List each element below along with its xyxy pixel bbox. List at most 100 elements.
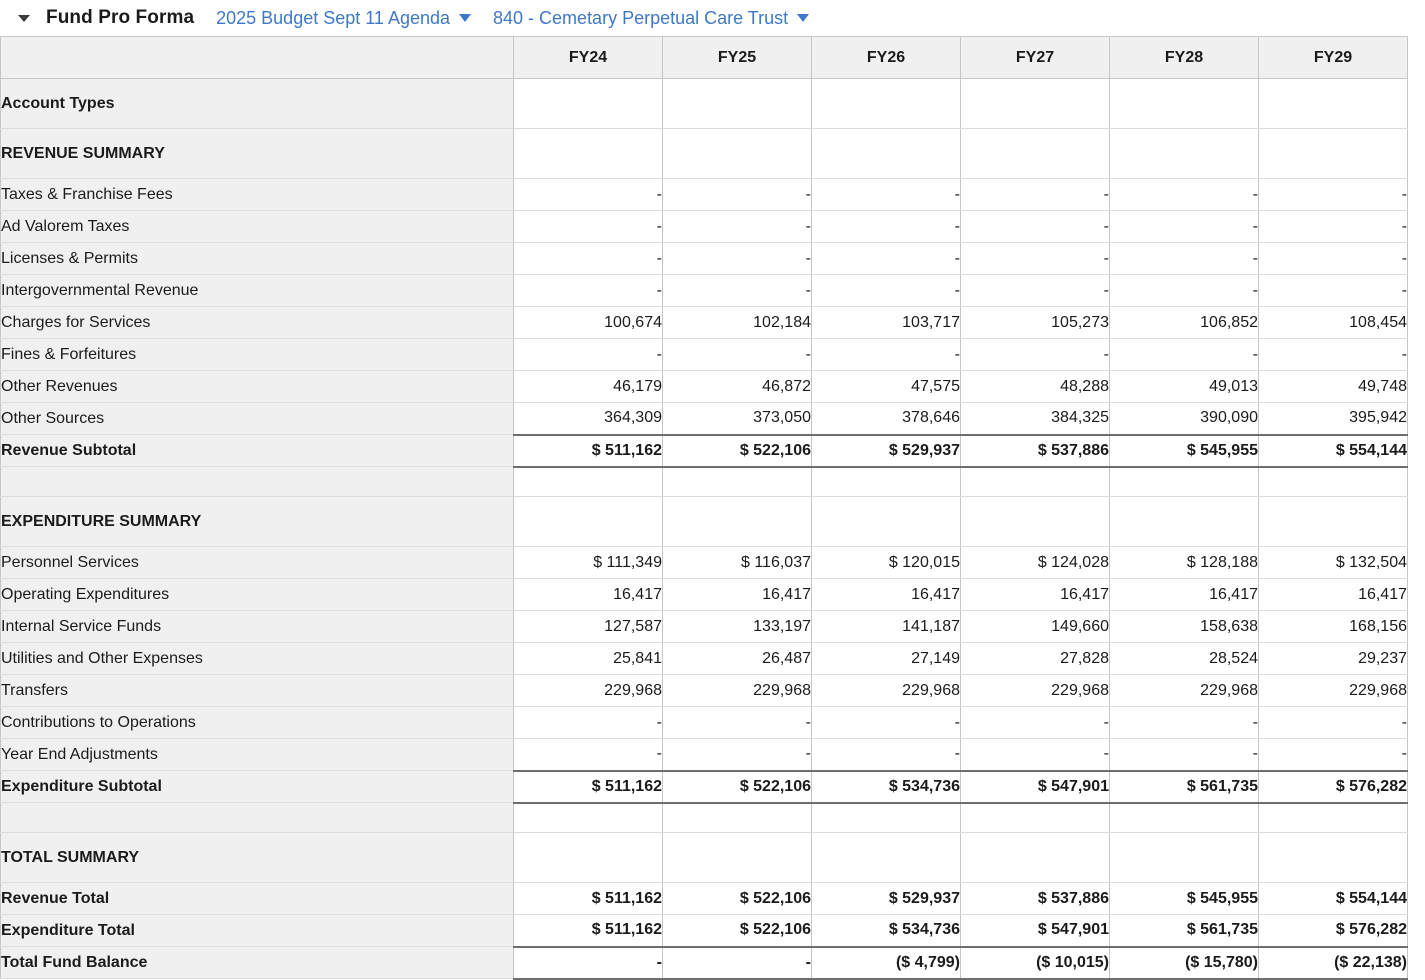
cell-fy26[interactable]: - [811, 242, 961, 275]
cell-fy27[interactable]: - [960, 338, 1110, 371]
cell-fy29[interactable] [1258, 496, 1408, 547]
cell-fy28[interactable]: $ 128,188 [1109, 546, 1259, 579]
cell-fy29[interactable] [1258, 128, 1408, 179]
cell-fy28[interactable]: ($ 15,780) [1109, 945, 1259, 980]
cell-fy28[interactable]: - [1109, 178, 1259, 211]
cell-fy24[interactable]: - [513, 274, 663, 307]
cell-fy24[interactable] [513, 802, 663, 833]
cell-fy28[interactable]: 106,852 [1109, 306, 1259, 339]
cell-fy27[interactable]: 27,828 [960, 642, 1110, 675]
cell-fy25[interactable]: $ 522,106 [662, 914, 812, 947]
cell-fy29[interactable] [1258, 832, 1408, 883]
cell-fy28[interactable]: - [1109, 242, 1259, 275]
cell-fy26[interactable]: 27,149 [811, 642, 961, 675]
cell-fy24[interactable]: $ 511,162 [513, 914, 663, 947]
cell-fy25[interactable]: - [662, 738, 812, 771]
cell-fy27[interactable] [960, 496, 1110, 547]
cell-fy27[interactable]: $ 537,886 [960, 433, 1110, 468]
cell-fy28[interactable]: - [1109, 338, 1259, 371]
cell-fy26[interactable] [811, 832, 961, 883]
column-header-fy25[interactable]: FY25 [662, 36, 812, 79]
cell-fy29[interactable]: 229,968 [1258, 674, 1408, 707]
cell-fy29[interactable] [1258, 78, 1408, 129]
cell-fy24[interactable]: - [513, 738, 663, 771]
cell-fy25[interactable]: 16,417 [662, 578, 812, 611]
cell-fy24[interactable]: $ 511,162 [513, 882, 663, 915]
cell-fy24[interactable]: $ 511,162 [513, 769, 663, 804]
cell-fy27[interactable]: - [960, 242, 1110, 275]
cell-fy27[interactable] [960, 128, 1110, 179]
cell-fy29[interactable]: 168,156 [1258, 610, 1408, 643]
cell-fy24[interactable]: 16,417 [513, 578, 663, 611]
cell-fy26[interactable]: $ 529,937 [811, 882, 961, 915]
cell-fy26[interactable]: $ 120,015 [811, 546, 961, 579]
cell-fy26[interactable]: 47,575 [811, 370, 961, 403]
cell-fy27[interactable]: - [960, 274, 1110, 307]
cell-fy27[interactable]: - [960, 178, 1110, 211]
cell-fy25[interactable]: - [662, 242, 812, 275]
cell-fy24[interactable]: - [513, 945, 663, 980]
chevron-down-icon[interactable] [797, 14, 810, 22]
cell-fy29[interactable]: - [1258, 210, 1408, 243]
cell-fy29[interactable]: 29,237 [1258, 642, 1408, 675]
cell-fy27[interactable]: 149,660 [960, 610, 1110, 643]
cell-fy26[interactable]: ($ 4,799) [811, 945, 961, 980]
cell-fy24[interactable]: 100,674 [513, 306, 663, 339]
cell-fy26[interactable] [811, 466, 961, 497]
cell-fy24[interactable]: $ 511,162 [513, 433, 663, 468]
cell-fy27[interactable]: - [960, 210, 1110, 243]
cell-fy26[interactable]: $ 534,736 [811, 769, 961, 804]
cell-fy28[interactable]: 158,638 [1109, 610, 1259, 643]
cell-fy29[interactable]: $ 554,144 [1258, 433, 1408, 468]
cell-fy28[interactable] [1109, 78, 1259, 129]
cell-fy25[interactable] [662, 466, 812, 497]
cell-fy28[interactable]: $ 545,955 [1109, 882, 1259, 915]
cell-fy29[interactable]: $ 554,144 [1258, 882, 1408, 915]
cell-fy24[interactable] [513, 128, 663, 179]
cell-fy29[interactable]: 108,454 [1258, 306, 1408, 339]
cell-fy26[interactable] [811, 496, 961, 547]
cell-fy25[interactable]: 26,487 [662, 642, 812, 675]
cell-fy25[interactable]: - [662, 945, 812, 980]
cell-fy28[interactable] [1109, 466, 1259, 497]
cell-fy25[interactable]: $ 522,106 [662, 769, 812, 804]
cell-fy28[interactable]: 390,090 [1109, 402, 1259, 435]
cell-fy24[interactable]: - [513, 210, 663, 243]
cell-fy27[interactable]: $ 547,901 [960, 769, 1110, 804]
cell-fy27[interactable]: $ 124,028 [960, 546, 1110, 579]
cell-fy27[interactable]: 229,968 [960, 674, 1110, 707]
cell-fy25[interactable]: 373,050 [662, 402, 812, 435]
cell-fy27[interactable]: ($ 10,015) [960, 945, 1110, 980]
cell-fy28[interactable]: - [1109, 210, 1259, 243]
cell-fy24[interactable] [513, 78, 663, 129]
cell-fy29[interactable]: 395,942 [1258, 402, 1408, 435]
cell-fy28[interactable] [1109, 802, 1259, 833]
cell-fy29[interactable]: $ 576,282 [1258, 769, 1408, 804]
cell-fy26[interactable]: - [811, 706, 961, 739]
cell-fy25[interactable]: 46,872 [662, 370, 812, 403]
cell-fy29[interactable]: - [1258, 706, 1408, 739]
cell-fy25[interactable]: - [662, 706, 812, 739]
cell-fy28[interactable] [1109, 496, 1259, 547]
cell-fy28[interactable]: $ 545,955 [1109, 433, 1259, 468]
cell-fy25[interactable]: $ 116,037 [662, 546, 812, 579]
cell-fy27[interactable] [960, 832, 1110, 883]
cell-fy27[interactable]: $ 547,901 [960, 914, 1110, 947]
cell-fy24[interactable]: - [513, 706, 663, 739]
cell-fy25[interactable]: 102,184 [662, 306, 812, 339]
cell-fy25[interactable]: - [662, 338, 812, 371]
column-header-fy29[interactable]: FY29 [1258, 36, 1408, 79]
cell-fy24[interactable]: - [513, 242, 663, 275]
cell-fy26[interactable]: $ 534,736 [811, 914, 961, 947]
cell-fy28[interactable]: 28,524 [1109, 642, 1259, 675]
cell-fy24[interactable]: - [513, 338, 663, 371]
cell-fy24[interactable]: 127,587 [513, 610, 663, 643]
cell-fy29[interactable]: ($ 22,138) [1258, 945, 1408, 980]
cell-fy24[interactable] [513, 832, 663, 883]
cell-fy29[interactable]: $ 132,504 [1258, 546, 1408, 579]
cell-fy27[interactable]: - [960, 706, 1110, 739]
cell-fy28[interactable] [1109, 832, 1259, 883]
cell-fy28[interactable]: 49,013 [1109, 370, 1259, 403]
cell-fy29[interactable]: - [1258, 178, 1408, 211]
cell-fy27[interactable]: $ 537,886 [960, 882, 1110, 915]
